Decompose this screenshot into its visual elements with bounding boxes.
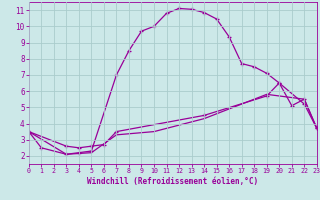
X-axis label: Windchill (Refroidissement éolien,°C): Windchill (Refroidissement éolien,°C) (87, 177, 258, 186)
